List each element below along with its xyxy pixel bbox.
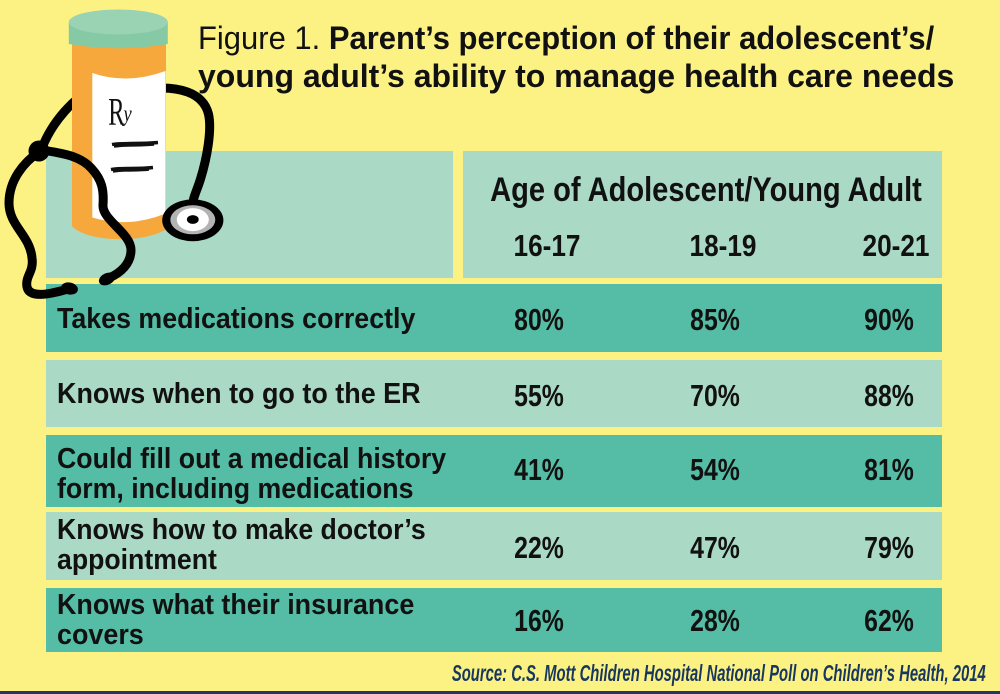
svg-text:y: y	[122, 100, 133, 127]
svg-text:R: R	[108, 91, 125, 134]
